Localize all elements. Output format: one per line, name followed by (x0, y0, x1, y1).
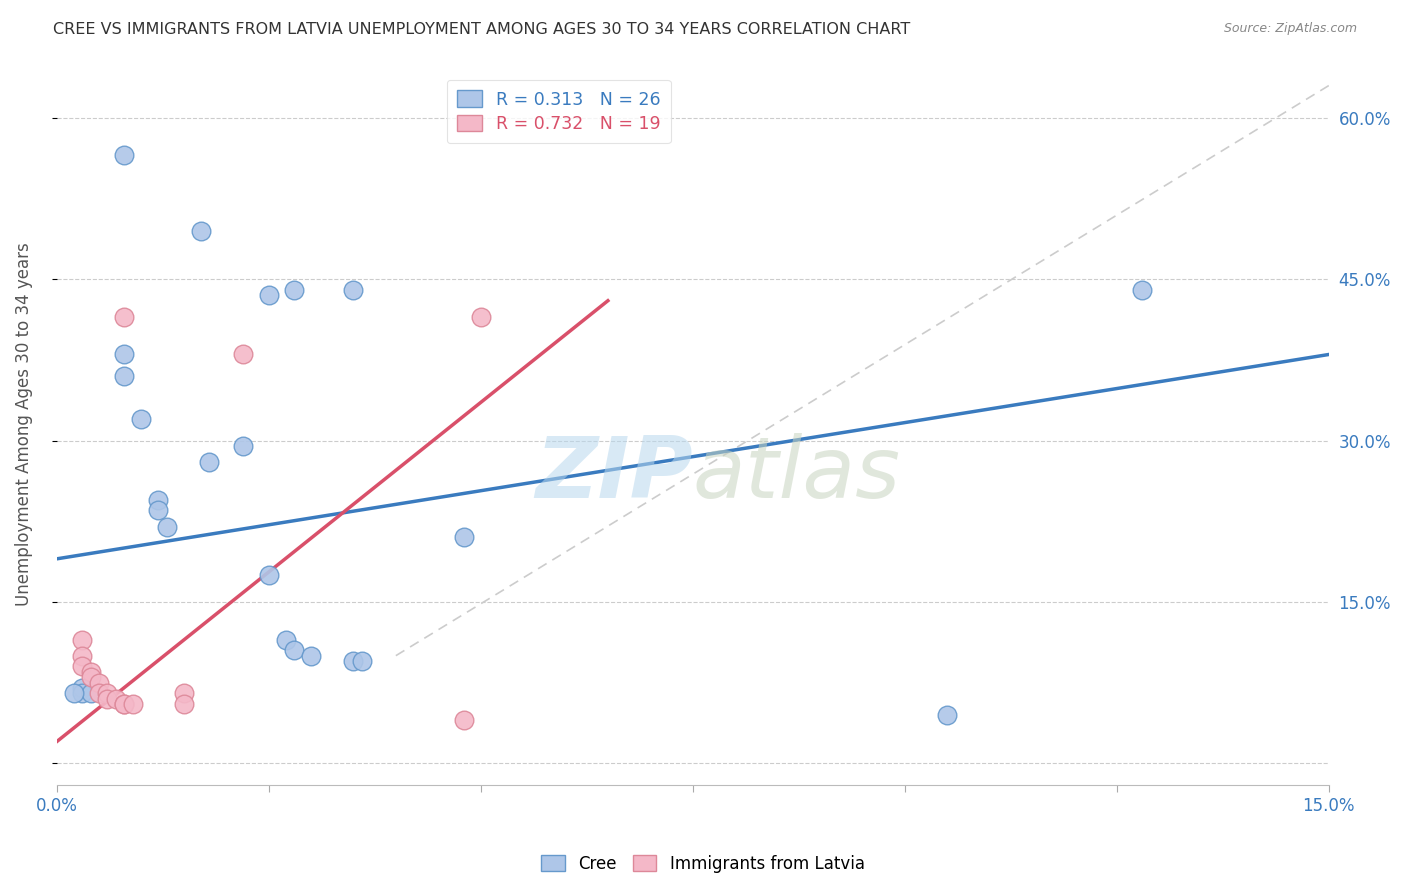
Point (453, 530, 475, 544)
Text: CREE VS IMMIGRANTS FROM LATVIA UNEMPLOYMENT AMONG AGES 30 TO 34 YEARS CORRELATIO: CREE VS IMMIGRANTS FROM LATVIA UNEMPLOYM… (53, 22, 911, 37)
Point (79, 686, 101, 700)
Text: ZIP: ZIP (536, 434, 693, 516)
Point (274, 632, 297, 647)
Point (453, 713, 475, 727)
Point (114, 697, 136, 711)
Point (70, 681, 93, 695)
Point (190, 224, 212, 238)
Point (257, 288, 280, 302)
Point (148, 492, 170, 507)
Point (283, 643, 305, 657)
Y-axis label: Unemployment Among Ages 30 to 34 years: Unemployment Among Ages 30 to 34 years (15, 243, 32, 607)
Legend: R = 0.313   N = 26, R = 0.732   N = 19: R = 0.313 N = 26, R = 0.732 N = 19 (447, 80, 671, 144)
Point (87, 675, 110, 690)
Point (131, 412, 153, 426)
Point (173, 697, 195, 711)
Point (114, 347, 136, 361)
Point (257, 568, 280, 582)
Point (936, 707, 959, 722)
Point (114, 148, 136, 162)
Point (470, 310, 492, 324)
Text: Source: ZipAtlas.com: Source: ZipAtlas.com (1223, 22, 1357, 36)
Point (114, 310, 136, 324)
Point (62, 686, 84, 700)
Point (148, 503, 170, 517)
Point (79, 665, 101, 679)
Point (104, 691, 127, 706)
Point (122, 697, 145, 711)
Point (198, 455, 221, 469)
Point (1130, 283, 1153, 297)
Point (283, 283, 305, 297)
Point (114, 697, 136, 711)
Point (70, 659, 93, 673)
Point (156, 519, 179, 533)
Point (299, 648, 322, 663)
Point (232, 347, 254, 361)
Point (350, 654, 373, 668)
Point (70, 648, 93, 663)
Point (173, 686, 195, 700)
Point (114, 369, 136, 384)
Legend: Cree, Immigrants from Latvia: Cree, Immigrants from Latvia (534, 848, 872, 880)
Point (342, 654, 364, 668)
Point (87, 686, 110, 700)
Point (232, 439, 254, 453)
Point (96, 686, 118, 700)
Point (342, 283, 364, 297)
Point (79, 670, 101, 684)
Point (70, 686, 93, 700)
Point (96, 691, 118, 706)
Text: atlas: atlas (693, 434, 901, 516)
Point (70, 632, 93, 647)
